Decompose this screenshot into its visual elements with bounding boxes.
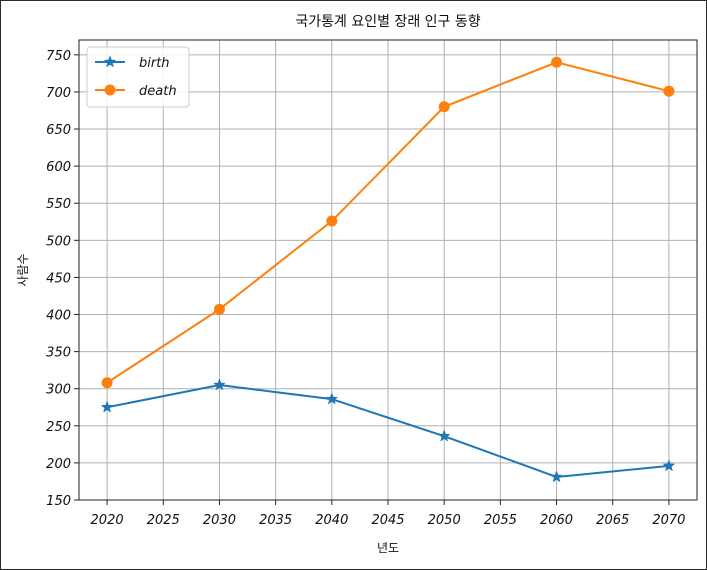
data-point-birth [662, 459, 676, 472]
x-tick-label: 2070 [652, 513, 685, 528]
x-tick-label: 2065 [596, 513, 629, 528]
x-tick-label: 2045 [371, 513, 404, 528]
y-axis-label: 사람수 [16, 253, 30, 286]
x-tick-label: 2050 [428, 513, 461, 528]
x-tick-label: 2035 [259, 513, 292, 528]
y-tick-label: 400 [46, 309, 71, 324]
data-point-birth [325, 392, 339, 405]
legend-marker-birth [103, 55, 117, 68]
data-point-death [438, 101, 450, 113]
x-tick-label: 2025 [147, 513, 180, 528]
y-axis-ticks: 150 200 250 300 350 400 450 500 550 600 650 700 750 [46, 49, 79, 509]
y-tick-label: 250 [46, 420, 71, 435]
data-point-death [663, 85, 675, 97]
chart-title: 국가통계 요인별 장래 인구 동향 [295, 14, 480, 30]
data-point-death [551, 56, 563, 68]
series-line-birth [106, 383, 670, 479]
y-tick-label: 350 [46, 346, 71, 361]
data-point-birth [100, 400, 114, 413]
legend-label-death: death [139, 84, 177, 99]
x-axis-ticks: 2020 2025 2030 2035 2040 2045 2050 2055 2060 2065… [91, 500, 685, 528]
series-layer [100, 56, 676, 483]
y-tick-label: 550 [46, 197, 71, 212]
data-point-death [326, 215, 338, 227]
legend-label-birth: birth [139, 56, 170, 71]
y-tick-label: 300 [46, 383, 71, 398]
series-birth [100, 378, 676, 483]
y-tick-label: 200 [46, 457, 71, 472]
y-tick-label: 750 [46, 49, 71, 64]
series-line-death [106, 61, 670, 384]
y-tick-label: 600 [46, 160, 71, 175]
y-tick-label: 450 [46, 271, 71, 286]
x-axis-label: 년도 [377, 541, 399, 555]
x-tick-label: 2060 [540, 513, 573, 528]
series-death [101, 56, 675, 389]
legend: birth death [86, 46, 190, 108]
legend-marker-death [104, 84, 116, 96]
data-point-death [101, 377, 113, 389]
data-point-death [213, 303, 225, 315]
x-tick-label: 2030 [203, 513, 236, 528]
x-tick-label: 2020 [91, 513, 124, 528]
data-point-birth [550, 470, 563, 483]
grid [79, 40, 697, 501]
y-tick-label: 500 [46, 234, 71, 249]
x-tick-label: 2055 [484, 513, 517, 528]
y-tick-label: 700 [46, 86, 71, 101]
data-point-birth [213, 378, 226, 391]
data-point-birth [437, 429, 451, 442]
y-tick-label: 150 [46, 494, 71, 509]
x-tick-label: 2040 [315, 513, 348, 528]
y-tick-label: 650 [46, 123, 71, 138]
